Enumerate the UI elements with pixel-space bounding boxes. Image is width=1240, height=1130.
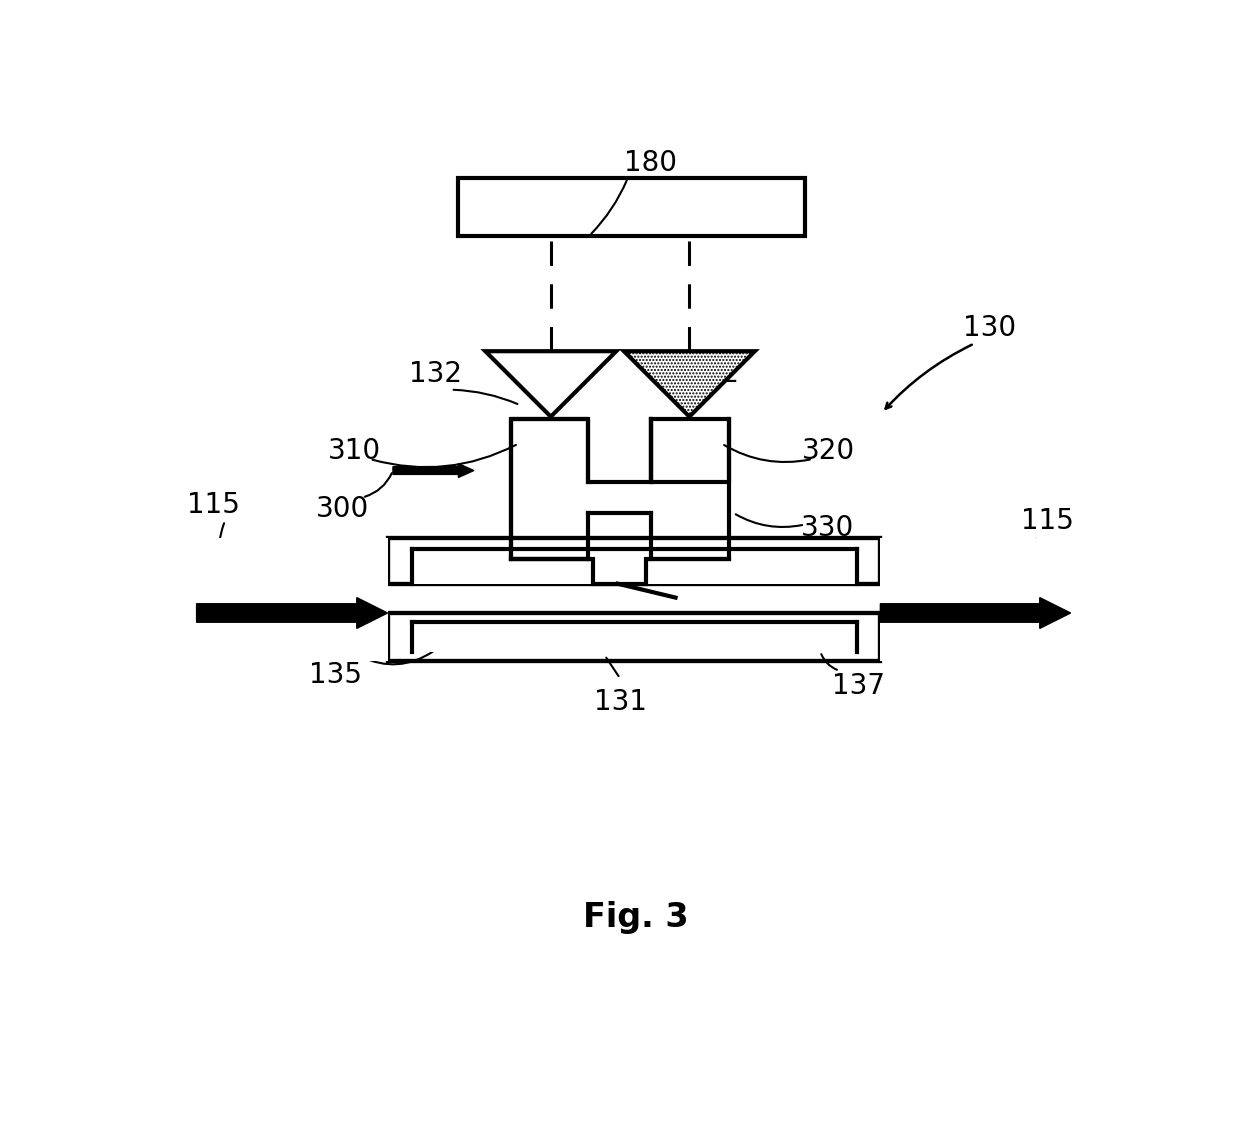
Bar bbox=[388, 612, 880, 661]
Text: 310: 310 bbox=[327, 437, 381, 466]
Bar bbox=[388, 538, 880, 584]
Text: Fig. 3: Fig. 3 bbox=[583, 901, 688, 933]
Text: 300: 300 bbox=[316, 495, 370, 523]
Text: 115: 115 bbox=[1021, 506, 1074, 534]
Text: 130: 130 bbox=[963, 314, 1017, 342]
Text: 135: 135 bbox=[309, 661, 362, 688]
Polygon shape bbox=[511, 419, 729, 584]
Bar bbox=[388, 612, 880, 661]
Bar bbox=[412, 623, 857, 652]
Text: 137: 137 bbox=[832, 672, 885, 701]
Bar bbox=[412, 549, 857, 584]
Polygon shape bbox=[511, 419, 588, 559]
Bar bbox=[880, 538, 1188, 661]
FancyArrow shape bbox=[393, 463, 474, 478]
Polygon shape bbox=[511, 483, 729, 513]
Text: 131: 131 bbox=[594, 687, 646, 715]
Text: 320: 320 bbox=[801, 437, 854, 466]
Polygon shape bbox=[624, 351, 755, 417]
Text: 232: 232 bbox=[686, 360, 739, 389]
Text: 115: 115 bbox=[187, 492, 241, 519]
Bar bbox=[388, 538, 880, 584]
FancyArrow shape bbox=[197, 598, 388, 628]
Text: 132: 132 bbox=[409, 360, 461, 389]
Polygon shape bbox=[485, 351, 616, 417]
Text: 330: 330 bbox=[801, 514, 854, 542]
Bar bbox=[159, 538, 388, 661]
FancyArrow shape bbox=[880, 598, 1070, 628]
Bar bbox=[459, 177, 805, 236]
Polygon shape bbox=[651, 419, 729, 559]
Text: 180: 180 bbox=[625, 148, 677, 176]
